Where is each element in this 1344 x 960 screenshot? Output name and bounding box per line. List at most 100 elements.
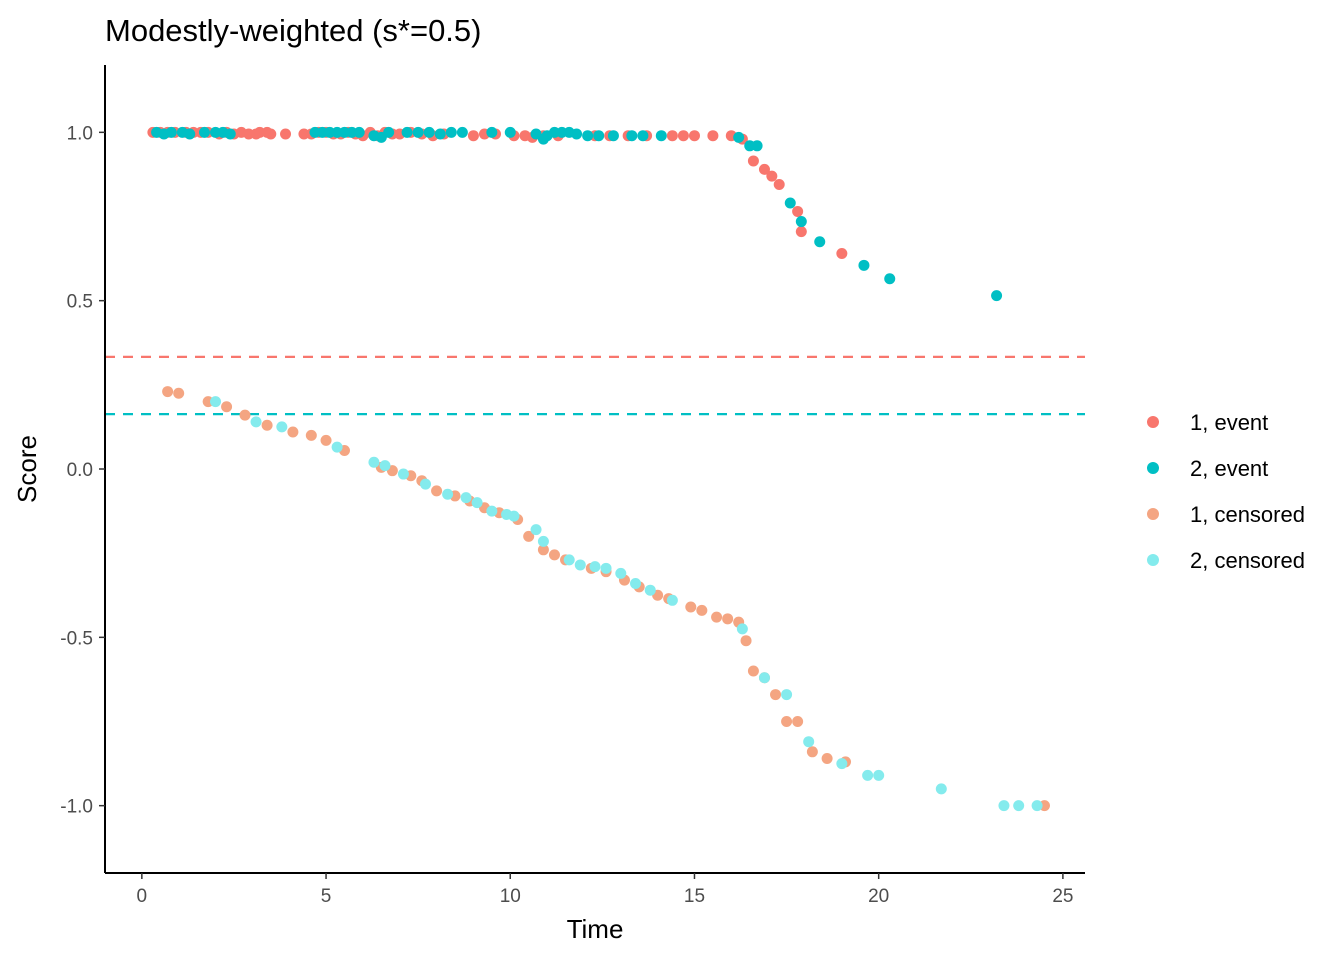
point-series-4 xyxy=(250,416,262,428)
x-tick-label: 5 xyxy=(321,886,332,907)
point-series-2 xyxy=(456,126,468,138)
x-tick-label: 20 xyxy=(868,886,889,907)
legend-label: 1, censored xyxy=(1190,502,1305,527)
point-series-3 xyxy=(173,387,185,399)
point-series-4 xyxy=(600,562,612,574)
point-series-1 xyxy=(795,226,807,238)
point-series-4 xyxy=(589,561,601,573)
point-series-4 xyxy=(210,396,222,408)
point-series-4 xyxy=(615,567,627,579)
point-series-2 xyxy=(784,197,796,209)
point-series-2 xyxy=(637,130,649,142)
point-series-2 xyxy=(582,130,594,142)
y-tick-label: 1.0 xyxy=(67,123,93,144)
point-series-4 xyxy=(471,497,483,509)
legend-label: 1, event xyxy=(1190,410,1268,435)
point-series-2 xyxy=(751,140,763,152)
reference-lines xyxy=(105,355,1085,416)
legend-key xyxy=(1147,554,1159,566)
point-series-4 xyxy=(563,554,575,566)
legend-label: 2, censored xyxy=(1190,548,1305,573)
point-series-3 xyxy=(747,665,759,677)
legend-key xyxy=(1147,462,1159,474)
legend-key xyxy=(1147,416,1159,428)
point-series-2 xyxy=(353,126,365,138)
point-series-1 xyxy=(836,248,848,260)
point-series-4 xyxy=(781,689,793,701)
point-series-1 xyxy=(773,179,785,191)
point-series-4 xyxy=(530,524,542,536)
point-series-3 xyxy=(221,401,233,413)
point-series-2 xyxy=(795,216,807,228)
point-series-2 xyxy=(423,126,435,138)
point-series-4 xyxy=(1013,800,1025,812)
point-series-4 xyxy=(836,758,848,770)
point-series-4 xyxy=(460,492,472,504)
x-tick-label: 15 xyxy=(684,886,705,907)
point-series-1 xyxy=(280,128,292,140)
x-tick-label: 25 xyxy=(1052,886,1073,907)
point-series-2 xyxy=(486,126,498,138)
point-series-1 xyxy=(758,163,770,175)
point-series-3 xyxy=(548,549,560,561)
point-series-3 xyxy=(287,426,299,438)
point-series-3 xyxy=(261,419,273,431)
point-series-4 xyxy=(486,505,498,517)
point-series-4 xyxy=(736,623,748,635)
y-tick-label: 0.0 xyxy=(67,460,93,481)
point-series-2 xyxy=(858,259,870,271)
point-series-2 xyxy=(655,130,667,142)
point-series-2 xyxy=(884,273,896,285)
point-series-4 xyxy=(508,510,520,522)
point-series-1 xyxy=(747,155,759,167)
point-series-1 xyxy=(677,130,689,142)
legend: 1, event 2, event 1, censored 2, censored xyxy=(1147,410,1305,573)
point-series-2 xyxy=(383,126,395,138)
point-series-3 xyxy=(162,386,174,398)
point-series-2 xyxy=(224,128,236,140)
point-series-4 xyxy=(276,421,288,433)
point-series-3 xyxy=(740,635,752,647)
point-series-1 xyxy=(467,130,479,142)
legend-label: 2, event xyxy=(1190,456,1268,481)
point-series-3 xyxy=(722,613,734,625)
point-series-2 xyxy=(401,126,413,138)
data-points xyxy=(147,126,1050,812)
point-series-4 xyxy=(935,783,947,795)
point-series-4 xyxy=(1031,800,1043,812)
point-series-2 xyxy=(814,236,826,248)
point-series-3 xyxy=(792,716,804,727)
point-series-4 xyxy=(368,456,380,468)
point-series-4 xyxy=(862,769,874,781)
point-series-1 xyxy=(707,130,719,142)
point-series-2 xyxy=(593,130,605,142)
point-series-3 xyxy=(696,604,708,616)
point-series-4 xyxy=(630,577,642,589)
point-series-3 xyxy=(781,716,793,727)
y-tick-label: -0.5 xyxy=(60,628,93,649)
point-series-4 xyxy=(331,441,343,453)
point-series-2 xyxy=(571,128,583,140)
point-series-4 xyxy=(873,769,885,781)
y-tick-label: 0.5 xyxy=(67,292,93,313)
point-series-4 xyxy=(574,559,586,571)
point-series-2 xyxy=(434,128,446,140)
point-series-2 xyxy=(626,130,638,142)
point-series-2 xyxy=(607,130,619,142)
point-series-2 xyxy=(184,128,196,140)
point-series-3 xyxy=(431,485,443,497)
y-tick-label: -1.0 xyxy=(60,797,93,818)
y-axis-ticks: 1.0 0.5 0.0 -0.5 -1.0 xyxy=(60,123,105,818)
chart-title: Modestly-weighted (s*=0.5) xyxy=(105,13,481,48)
point-series-3 xyxy=(685,601,697,613)
point-series-3 xyxy=(821,753,833,765)
point-series-4 xyxy=(644,584,656,596)
point-series-4 xyxy=(666,594,678,606)
y-axis-title: Score xyxy=(12,435,42,503)
point-series-2 xyxy=(733,131,745,143)
point-series-2 xyxy=(445,126,457,138)
point-series-2 xyxy=(165,126,177,138)
point-series-3 xyxy=(320,434,332,446)
point-series-1 xyxy=(766,170,778,182)
legend-key xyxy=(1147,508,1159,520)
